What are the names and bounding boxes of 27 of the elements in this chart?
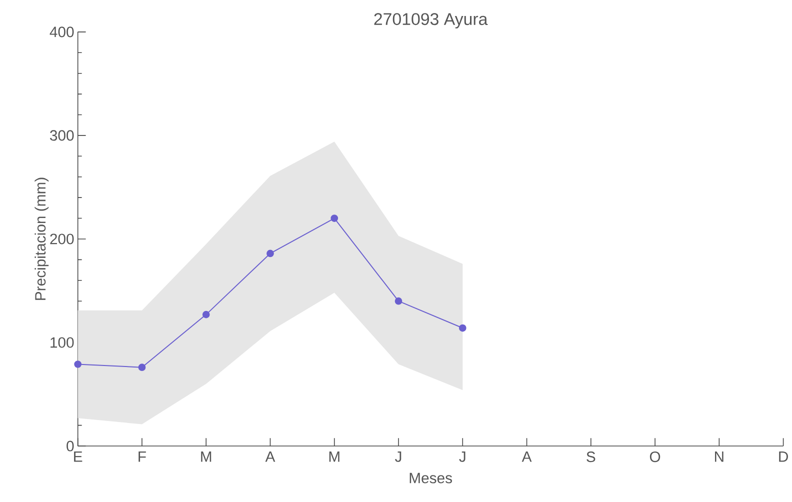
point (202, 310, 210, 318)
x-tick-label: M (201, 452, 212, 462)
y-axis-title: Precipitacion (mm) (34, 178, 49, 300)
x-axis-title: Meses (410, 472, 452, 484)
x-tick-label: N (715, 452, 724, 462)
point (74, 360, 82, 368)
x-tick-label: J (395, 452, 402, 462)
x-tick-label: J (459, 452, 466, 462)
x-tick-label: A (522, 452, 532, 462)
x-tick-label: S (586, 452, 596, 462)
y-tick-label: 200 (50, 234, 74, 244)
x-tick-label: O (650, 452, 660, 462)
point (138, 364, 146, 372)
x-tick-label: D (779, 452, 788, 462)
point (394, 297, 402, 305)
y-tick-label: 100 (50, 337, 74, 348)
y-tick-label: 400 (50, 26, 74, 38)
y-tick-label: 0 (66, 440, 74, 452)
x-tick-label: F (138, 452, 146, 462)
x-tick-label: M (329, 452, 340, 462)
point (330, 214, 338, 222)
point (266, 250, 274, 258)
chart-title: 2701093 Ayura (374, 13, 488, 28)
x-tick-label: A (265, 452, 276, 462)
y-tick-label: 300 (50, 130, 74, 141)
x-tick-label: E (74, 452, 82, 462)
point (458, 324, 466, 332)
